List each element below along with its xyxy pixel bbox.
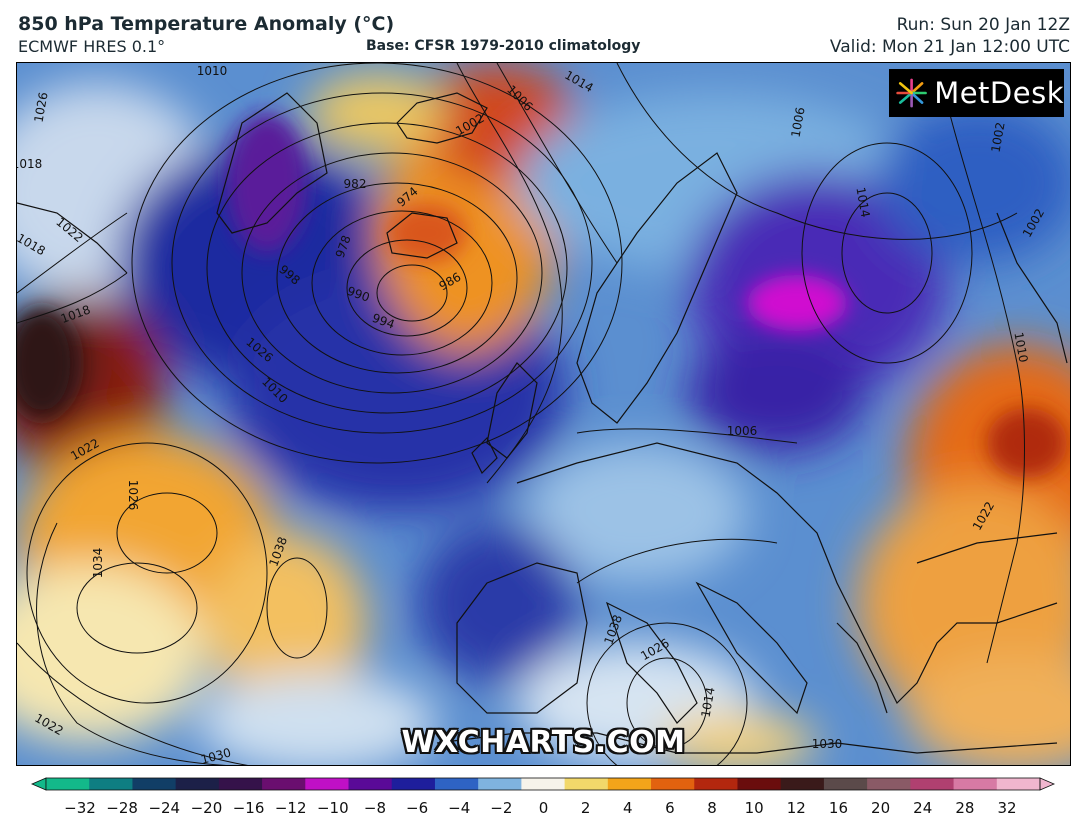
colorbar-cell [262,778,306,790]
colorbar-cell [478,778,522,790]
isobar-label: 1034 [91,548,105,579]
colorbar-tick-label: 4 [623,799,633,817]
isobar-label: 1010 [1011,331,1030,364]
colorbar-cell [737,778,782,790]
colorbar-tick-label: −20 [191,799,223,817]
colorbar-cell [607,778,652,790]
colorbar-tick-label: 8 [707,799,717,817]
metdesk-logo-text: MetDesk [934,76,1064,110]
colorbar-cell [132,778,177,790]
colorbar-cell [910,778,955,790]
colorbar-max-arrow [1039,777,1056,791]
colorbar-tick-label: 32 [997,799,1016,817]
anomaly-map: 1026101810061014101098297497899899099498… [16,62,1071,766]
colorbar-tick-label: −8 [364,799,386,817]
colorbar-cell [823,778,868,790]
colorbar-cell [780,778,825,790]
colorbar-tick-label: 0 [539,799,549,817]
colorbar-tick-label: −4 [448,799,470,817]
colorbar-cell [564,778,609,790]
chart-title: 850 hPa Temperature Anomaly (°C) [18,13,395,35]
colorbar-cell [651,778,695,790]
isobar-label: 1014 [699,686,718,719]
coastlines [17,92,1068,754]
colorbar-cell [305,778,350,790]
colorbar-cell [348,778,393,790]
colorbar-cell [434,778,479,790]
colorbar-tick-label: −6 [406,799,428,817]
wxcharts-watermark: WXCHARTS.COM [401,725,686,760]
colorbar-tick-label: 16 [829,799,848,817]
colorbar-tick-label: −2 [490,799,512,817]
colorbar-cell [46,778,90,790]
colorbar: −32 −28 −24 −20 −16 −12 −10 −8 −6 −4 −2 0 2 4 6 8 10 12 16… [30,777,1056,817]
colorbar-tick-label: −28 [106,799,138,817]
isobar-label: 1026 [126,480,140,511]
colorbar-min-arrow [30,777,47,791]
colorbar-tick-label: −16 [233,799,265,817]
map-canvas: 1026101810061014101098297497899899099498… [17,63,1070,766]
isobar-label: 1018 [17,157,42,171]
isobars [17,63,1025,765]
isobar-label: 1030 [199,745,232,766]
colorbar-tick-label: −24 [148,799,180,817]
model-label: ECMWF HRES 0.1° [18,37,166,56]
colorbar-cell [521,778,566,790]
isobar-label: 982 [344,177,367,191]
colorbar-tick-label: 12 [787,799,806,817]
isobar-label: 1010 [197,64,228,78]
colorbar-tick-label: −12 [275,799,307,817]
colorbar-tick-label: 20 [871,799,890,817]
base-climatology-label: Base: CFSR 1979-2010 climatology [366,38,641,54]
colorbar-tick-label: −10 [317,799,349,817]
colorbar-cell [175,778,220,790]
isobar-label: 1026 [32,91,51,124]
colorbar-cell [953,778,998,790]
colorbar-tick-label: −32 [64,799,96,817]
isobar-label: 1002 [989,121,1008,154]
colorbar-tick-label: 24 [913,799,932,817]
metdesk-starburst-icon [896,78,927,108]
colorbar-outline [45,777,1041,791]
isobar-label: 1014 [853,186,872,219]
metdesk-logo: MetDesk [889,69,1064,117]
colorbar-tick-label: 6 [665,799,675,817]
valid-time-label: Valid: Mon 21 Jan 12:00 UTC [829,37,1070,57]
colorbar-cell [694,778,738,790]
run-time-label: Run: Sun 20 Jan 12Z [896,15,1070,35]
colorbar-tick-label: 10 [745,799,764,817]
colorbar-tick-label: 2 [581,799,591,817]
isobar-label: 1030 [812,737,843,751]
colorbar-cell [867,778,911,790]
colorbar-cell [996,778,1041,790]
colorbar-tick-label: 28 [955,799,974,817]
colorbar-cell [89,778,133,790]
isobar-label: 1006 [789,106,808,139]
colorbar-cell [218,778,263,790]
colorbar-cell [391,778,436,790]
isobar-label: 1006 [727,424,758,438]
